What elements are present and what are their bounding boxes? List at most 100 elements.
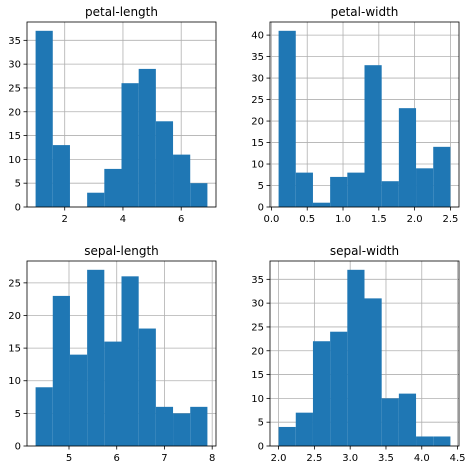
histogram-bar xyxy=(364,65,382,207)
x-tick-label: 0.5 xyxy=(299,214,315,225)
histogram-bar xyxy=(330,176,348,207)
sepal-length-histogram: 0 5 10 15 20 25 5 6 7 8 sepal-length xyxy=(8,244,217,464)
histogram-bar xyxy=(347,269,365,446)
subplot-title: sepal-width xyxy=(330,244,399,258)
x-tick-label: 2.0 xyxy=(407,214,423,225)
y-tick-label: 30 xyxy=(251,299,264,310)
axes-frame xyxy=(26,260,217,447)
histogram-bar xyxy=(121,276,139,446)
subplot-title: petal-width xyxy=(331,5,399,19)
y-tick-label: 30 xyxy=(251,74,264,85)
y-tick-label: 0 xyxy=(15,442,21,453)
x-tick-label: 4.5 xyxy=(450,453,466,464)
subplot-title: sepal-length xyxy=(84,244,159,258)
x-tick-label: 0.0 xyxy=(263,214,279,225)
y-tick-label: 35 xyxy=(251,52,264,63)
y-tick-label: 30 xyxy=(8,60,21,71)
histogram-bar xyxy=(35,30,53,207)
x-tick-label: 2.5 xyxy=(442,214,458,225)
y-tick-label: 5 xyxy=(15,179,21,190)
y-tick-label: 35 xyxy=(251,275,264,286)
y-tick-label: 15 xyxy=(251,138,264,149)
x-tick-label: 1.0 xyxy=(335,214,351,225)
y-tick-label: 10 xyxy=(251,160,264,171)
subplot-title: petal-length xyxy=(85,5,158,19)
sepal-width-histogram: 0 5 10 15 20 25 30 35 2.0 2.5 3.0 3.5 4.0 4.5 sepal-wi… xyxy=(251,244,465,464)
histogram-bar xyxy=(364,298,382,446)
histogram-bar xyxy=(330,331,348,446)
y-tick-label: 5 xyxy=(258,418,264,429)
histogram-bar xyxy=(173,413,191,446)
y-tick-label: 35 xyxy=(8,36,21,47)
axes-frame xyxy=(26,21,217,208)
histogram-bar xyxy=(69,354,88,446)
y-tick-label: 20 xyxy=(251,117,264,128)
histogram-bar xyxy=(433,146,451,207)
x-tick-label: 4.0 xyxy=(414,453,430,464)
histogram-bar xyxy=(190,406,208,446)
y-tick-label: 20 xyxy=(251,346,264,357)
y-tick-label: 15 xyxy=(8,344,21,355)
histogram-bar xyxy=(138,68,156,208)
y-tick-label: 40 xyxy=(251,31,264,42)
histogram-bar xyxy=(155,121,174,207)
y-tick-label: 0 xyxy=(258,442,264,453)
y-tick-label: 25 xyxy=(251,95,264,106)
x-tick-label: 6 xyxy=(178,214,184,225)
histogram-bar xyxy=(278,426,296,446)
histogram-bar xyxy=(381,398,399,446)
axes-frame xyxy=(269,260,460,447)
y-tick-label: 25 xyxy=(8,278,21,289)
histogram-bar xyxy=(278,30,296,207)
x-tick-label: 2.5 xyxy=(306,453,322,464)
histogram-bar xyxy=(104,341,122,446)
petal-length-histogram: 0 5 10 15 20 25 30 35 2 4 6 petal-length xyxy=(8,5,217,225)
x-tick-label: 4 xyxy=(120,214,126,225)
histogram-bar xyxy=(52,145,70,207)
y-tick-label: 15 xyxy=(8,131,21,142)
y-tick-label: 25 xyxy=(8,83,21,94)
histogram-bar xyxy=(433,436,451,446)
histogram-bar xyxy=(398,393,417,446)
histogram-bar xyxy=(87,269,105,446)
x-tick-label: 3.5 xyxy=(378,453,394,464)
histogram-bar xyxy=(295,412,313,446)
y-tick-label: 5 xyxy=(15,409,21,420)
x-tick-label: 6 xyxy=(114,453,120,464)
histogram-bar xyxy=(416,168,434,207)
histogram-bar xyxy=(312,202,331,207)
x-tick-label: 2.0 xyxy=(271,453,287,464)
axes-frame xyxy=(269,21,460,208)
histogram-bar xyxy=(173,154,191,207)
histogram-bar xyxy=(155,406,174,446)
histogram-bar xyxy=(121,83,139,207)
x-tick-label: 7 xyxy=(161,453,167,464)
y-tick-label: 20 xyxy=(8,107,21,118)
petal-width-histogram: 0 5 10 15 20 25 30 35 40 0.0 0.5 1.0 1.5 2.0 2.5 petal-… xyxy=(251,5,460,225)
x-tick-label: 5 xyxy=(66,453,72,464)
y-tick-label: 25 xyxy=(251,322,264,333)
histogram-bar xyxy=(381,181,399,207)
histogram-bar xyxy=(295,172,313,207)
x-tick-label: 2 xyxy=(62,214,68,225)
histogram-bar xyxy=(416,436,434,446)
x-tick-label: 1.5 xyxy=(371,214,387,225)
y-tick-label: 5 xyxy=(258,181,264,192)
y-tick-label: 20 xyxy=(8,311,21,322)
x-tick-label: 3.0 xyxy=(342,453,358,464)
histogram-bar xyxy=(52,295,70,446)
x-tick-label: 8 xyxy=(209,453,215,464)
histogram-bar xyxy=(138,328,156,446)
y-tick-label: 0 xyxy=(15,203,21,214)
histogram-bar xyxy=(190,183,208,207)
y-tick-label: 15 xyxy=(251,370,264,381)
histogram-bar xyxy=(398,108,417,207)
histogram-bar xyxy=(347,172,365,207)
histogram-bar xyxy=(104,168,122,207)
y-tick-label: 10 xyxy=(8,155,21,166)
histogram-bar xyxy=(87,192,105,207)
y-tick-label: 10 xyxy=(8,376,21,387)
y-tick-label: 10 xyxy=(251,394,264,405)
histogram-bar xyxy=(35,387,53,446)
